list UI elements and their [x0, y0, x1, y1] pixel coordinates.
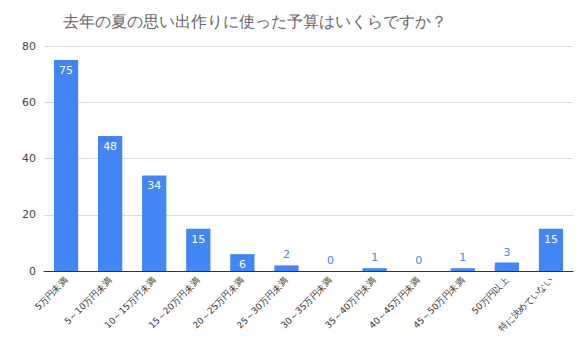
svg-text:75: 75: [59, 64, 73, 77]
svg-text:0: 0: [415, 254, 422, 267]
svg-text:去年の夏の思い出作りに使った予算はいくらですか？: 去年の夏の思い出作りに使った予算はいくらですか？: [63, 12, 447, 31]
svg-text:20～25万円未満: 20～25万円未満: [190, 275, 246, 331]
svg-text:5～10万円未満: 5～10万円未満: [62, 275, 114, 327]
svg-text:2: 2: [283, 248, 290, 261]
svg-text:0: 0: [29, 265, 36, 278]
svg-text:20: 20: [22, 208, 36, 221]
svg-text:45～50万円未満: 45～50万円未満: [411, 275, 466, 330]
svg-text:80: 80: [22, 40, 36, 53]
svg-text:48: 48: [103, 140, 117, 153]
svg-text:5万円未満: 5万円未満: [33, 275, 70, 312]
svg-text:40～45万円未満: 40～45万円未満: [367, 275, 423, 331]
svg-text:10～15万円未満: 10～15万円未満: [102, 275, 158, 331]
svg-text:15～20万円未満: 15～20万円未満: [146, 275, 202, 331]
svg-text:15: 15: [191, 233, 205, 246]
svg-text:6: 6: [239, 258, 246, 271]
svg-text:50万円以上: 50万円以上: [470, 275, 511, 316]
svg-text:3: 3: [503, 246, 510, 259]
svg-text:特に決めていない: 特に決めていない: [497, 275, 555, 333]
svg-text:0: 0: [327, 254, 334, 267]
svg-text:34: 34: [147, 179, 161, 192]
svg-text:25～30万円未満: 25～30万円未満: [234, 275, 290, 331]
svg-text:60: 60: [22, 96, 36, 109]
svg-text:40: 40: [22, 152, 36, 165]
svg-text:1: 1: [371, 251, 378, 264]
svg-text:35～40万円未満: 35～40万円未満: [323, 275, 379, 331]
svg-text:15: 15: [544, 233, 558, 246]
svg-text:30～35万円未満: 30～35万円未満: [279, 275, 335, 331]
svg-text:1: 1: [459, 251, 466, 264]
